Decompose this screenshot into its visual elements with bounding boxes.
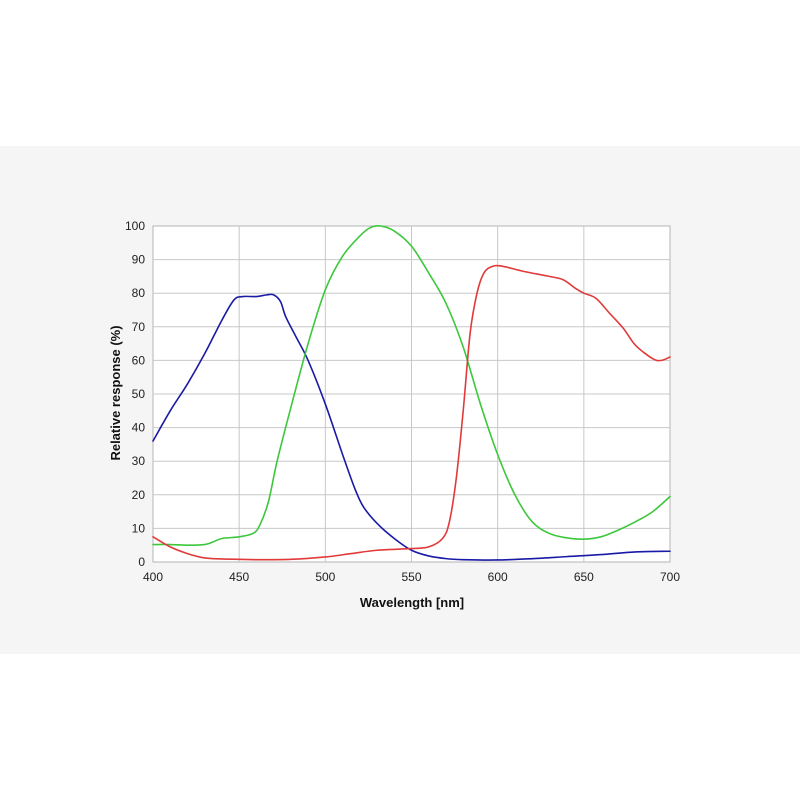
- tick-labels: 0 10 20 30 40 50 60 70 80 90 100 400 450 500 550 600 650…: [125, 219, 680, 584]
- x-tick-label: 400: [143, 570, 163, 584]
- chart-panel: 0 10 20 30 40 50 60 70 80 90 100 400 450 500 550 600 650…: [0, 146, 800, 654]
- y-tick-label: 0: [138, 555, 145, 569]
- y-tick-label: 30: [132, 454, 146, 468]
- y-tick-label: 10: [132, 521, 146, 535]
- x-tick-label: 600: [488, 570, 508, 584]
- y-tick-label: 60: [132, 353, 146, 367]
- y-axis-title: Relative response (%): [108, 325, 123, 460]
- x-tick-label: 550: [401, 570, 421, 584]
- x-tick-label: 500: [315, 570, 335, 584]
- y-tick-label: 80: [132, 286, 146, 300]
- x-tick-label: 700: [660, 570, 680, 584]
- curves: [152, 224, 671, 561]
- blue-response-curve: [152, 293, 671, 561]
- y-tick-label: 90: [132, 253, 146, 267]
- grid: [152, 225, 671, 563]
- red-response-curve: [152, 264, 671, 561]
- x-tick-label: 650: [574, 570, 594, 584]
- green-response-curve: [152, 224, 671, 546]
- spectral-response-chart: 0 10 20 30 40 50 60 70 80 90 100 400 450 500 550 600 650…: [108, 219, 680, 610]
- x-tick-label: 450: [229, 570, 249, 584]
- y-tick-label: 100: [125, 219, 145, 233]
- y-tick-label: 70: [132, 320, 146, 334]
- y-tick-label: 20: [132, 488, 146, 502]
- y-tick-label: 50: [132, 387, 146, 401]
- y-tick-label: 40: [132, 421, 146, 435]
- x-axis-title: Wavelength [nm]: [360, 595, 464, 610]
